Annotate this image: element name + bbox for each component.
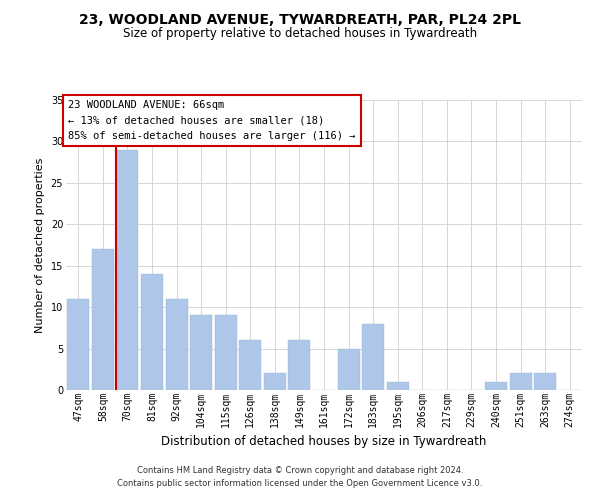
Bar [92, 249, 114, 390]
Text: Contains HM Land Registry data © Crown copyright and database right 2024.
Contai: Contains HM Land Registry data © Crown c… [118, 466, 482, 487]
Bar [116, 150, 139, 390]
Bar [485, 382, 507, 390]
X-axis label: Distribution of detached houses by size in Tywardreath: Distribution of detached houses by size … [161, 435, 487, 448]
Text: Size of property relative to detached houses in Tywardreath: Size of property relative to detached ho… [123, 28, 477, 40]
Bar [239, 340, 262, 390]
Bar [67, 299, 89, 390]
Bar [166, 299, 188, 390]
Text: 23, WOODLAND AVENUE, TYWARDREATH, PAR, PL24 2PL: 23, WOODLAND AVENUE, TYWARDREATH, PAR, P… [79, 12, 521, 26]
Bar [386, 382, 409, 390]
Bar [289, 340, 310, 390]
Y-axis label: Number of detached properties: Number of detached properties [35, 158, 45, 332]
Bar [362, 324, 384, 390]
Bar [190, 316, 212, 390]
Text: 23 WOODLAND AVENUE: 66sqm
← 13% of detached houses are smaller (18)
85% of semi-: 23 WOODLAND AVENUE: 66sqm ← 13% of detac… [68, 100, 356, 141]
Bar [534, 374, 556, 390]
Bar [264, 374, 286, 390]
Bar [141, 274, 163, 390]
Bar [338, 348, 359, 390]
Bar [215, 316, 237, 390]
Bar [509, 374, 532, 390]
